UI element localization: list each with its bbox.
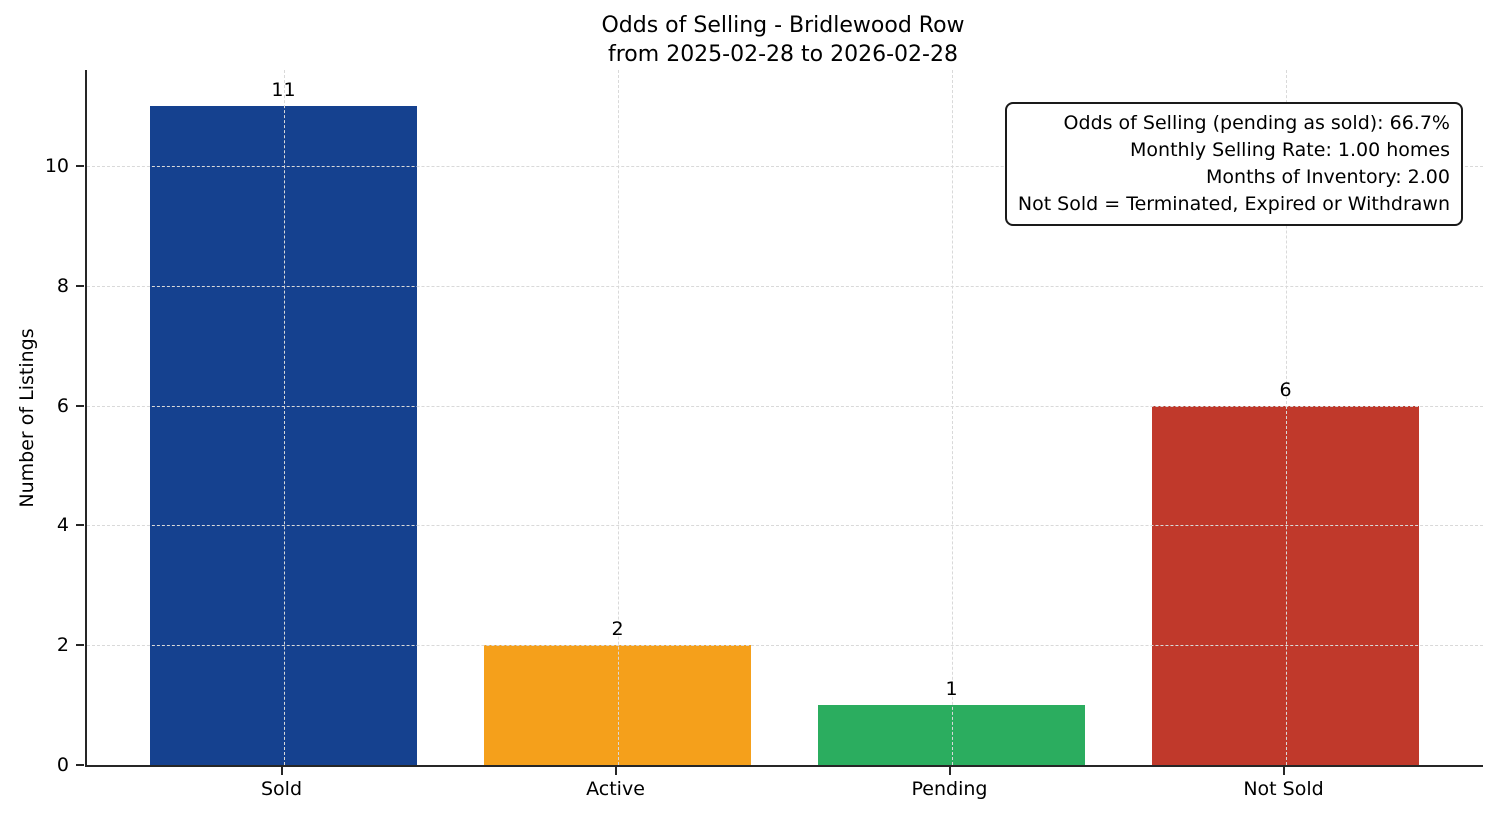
x-tick-label-pending: Pending xyxy=(911,778,988,800)
gridline-horizontal xyxy=(87,645,1483,647)
gridline-horizontal xyxy=(87,165,1483,167)
x-tick-mark xyxy=(280,767,283,775)
y-tick-mark xyxy=(76,764,84,766)
chart-title: Odds of Selling - Bridlewood Row xyxy=(601,13,965,38)
bar-value-label: 6 xyxy=(1279,378,1292,401)
gridline-horizontal xyxy=(87,405,1483,407)
gridline-vertical xyxy=(617,70,619,765)
plot-area: 11 2 1 6 xyxy=(85,70,1483,767)
y-tick-mark xyxy=(76,164,84,167)
bar-value-label: 2 xyxy=(611,618,624,641)
annotation-box: Odds of Selling (pending as sold): 66.7%… xyxy=(1004,102,1463,226)
y-tick-mark xyxy=(76,524,84,527)
y-tick-label: 8 xyxy=(56,274,69,297)
annotation-monthly-rate: Monthly Selling Rate: 1.00 homes xyxy=(1130,139,1450,161)
x-tick-label-active: Active xyxy=(586,778,645,800)
y-tick-mark xyxy=(76,284,84,287)
x-tick-label-not-sold: Not Sold xyxy=(1243,778,1324,800)
chart-title-block: Odds of Selling - Bridlewood Row from 20… xyxy=(85,12,1481,69)
x-tick-mark xyxy=(614,767,617,775)
gridline-horizontal xyxy=(87,525,1483,527)
x-tick-mark xyxy=(1282,767,1285,775)
gridline-horizontal xyxy=(87,285,1483,287)
y-tick-label: 4 xyxy=(56,514,69,537)
y-tick-label: 0 xyxy=(56,754,69,776)
bar-value-label: 1 xyxy=(945,678,958,701)
y-tick-label: 10 xyxy=(44,154,69,177)
annotation-not-sold-definition: Not Sold = Terminated, Expired or Withdr… xyxy=(1017,193,1450,215)
gridline-vertical xyxy=(951,70,953,765)
x-tick-label-sold: Sold xyxy=(260,778,303,800)
gridline-vertical xyxy=(283,70,285,765)
y-tick-mark xyxy=(76,404,84,407)
y-tick-label: 2 xyxy=(56,634,69,657)
y-tick-mark xyxy=(76,644,84,647)
annotation-odds: Odds of Selling (pending as sold): 66.7% xyxy=(1063,112,1450,134)
chart-subtitle: from 2025-02-28 to 2026-02-28 xyxy=(608,41,958,67)
y-tick-label: 6 xyxy=(56,394,69,417)
gridline-vertical xyxy=(1285,70,1287,765)
annotation-months-inventory: Months of Inventory: 2.00 xyxy=(1206,166,1450,188)
bar-value-label: 11 xyxy=(271,78,296,101)
x-tick-mark xyxy=(948,767,951,775)
